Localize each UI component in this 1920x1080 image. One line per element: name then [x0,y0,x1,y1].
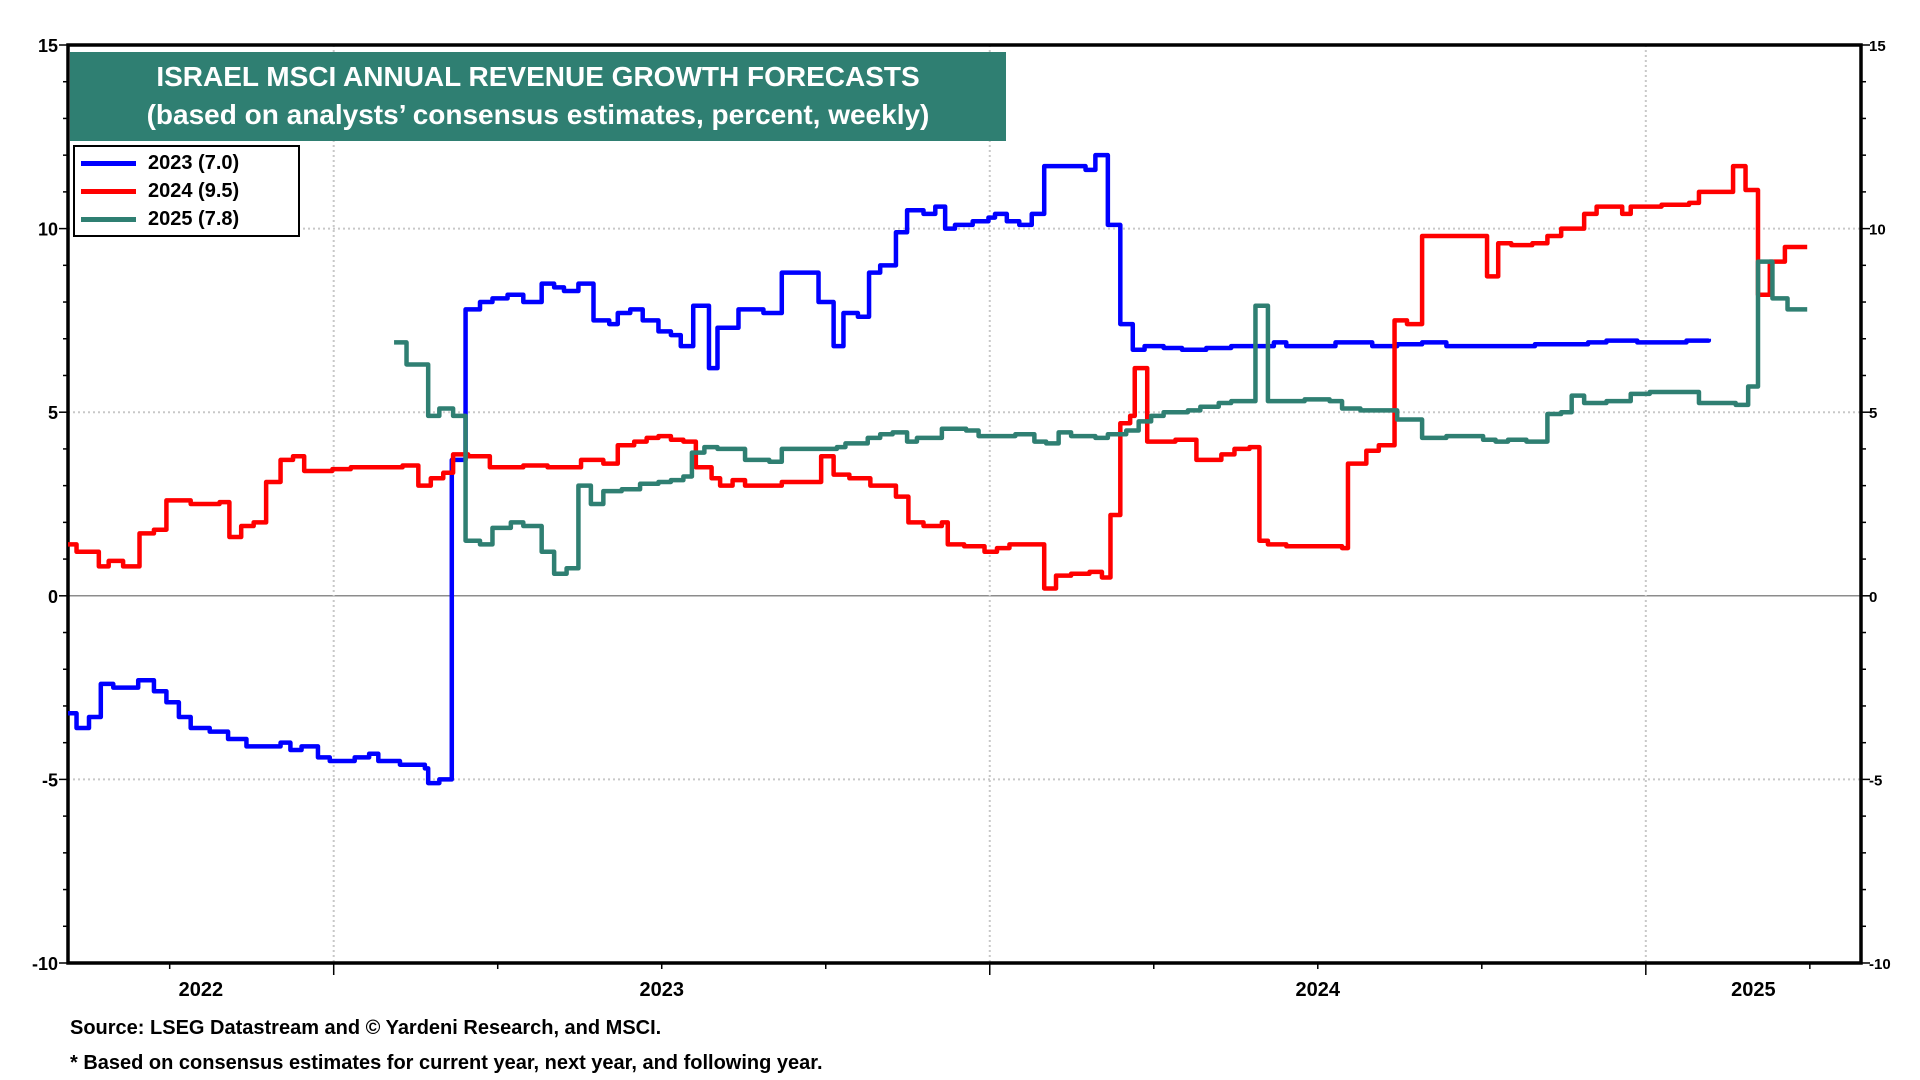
legend-label: 2025 (7.8) [148,207,240,230]
y-tick-label-right: 15 [1869,38,1886,55]
plot-frame [66,43,1863,965]
chart-subtitle: (based on analysts’ consensus estimates,… [146,99,930,130]
legend-label: 2023 (7.0) [148,151,240,174]
y-tick-label-right: 0 [1869,589,1877,606]
legend-label: 2024 (9.5) [148,179,240,202]
y-tick-label-right: 10 [1869,222,1886,239]
y-tick-label-left: -5 [42,770,58,790]
legend-item: 2025 (7.8) [81,205,298,233]
legend-swatch-2024 [81,188,136,194]
series-line-2025 [394,259,1808,577]
y-tick-label-right: 5 [1869,405,1877,422]
y-tick-label-left: 5 [48,403,58,423]
series-group [68,152,1808,786]
chart-title: ISRAEL MSCI ANNUAL REVENUE GROWTH FORECA… [156,61,920,92]
x-tick-label: 2024 [1296,979,1341,1001]
y-tick-label-left: 0 [48,587,58,607]
y-tick-label-right: -5 [1869,772,1882,789]
legend: 2023 (7.0) 2024 (9.5) 2025 (7.8) [73,145,300,237]
y-tick-label-left: -10 [32,954,58,974]
legend-item: 2023 (7.0) [81,149,298,177]
legend-item: 2024 (9.5) [81,177,298,205]
y-tick-label-left: 10 [38,220,58,240]
x-tick-label: 2023 [639,979,684,1001]
x-tick-label: 2022 [179,979,224,1001]
legend-swatch-2023 [81,160,136,166]
y-tick-label-right: -10 [1869,956,1891,973]
x-tick-label: 2025 [1731,979,1776,1001]
series-line-2023 [68,152,1712,786]
legend-swatch-2025 [81,216,136,222]
gridlines [68,45,1861,963]
axes [59,43,1870,975]
chart-title-box: ISRAEL MSCI ANNUAL REVENUE GROWTH FORECA… [70,52,1006,141]
footnote: * Based on consensus estimates for curre… [70,1052,823,1074]
series-line-2024 [68,163,1808,591]
y-tick-label-left: 15 [38,36,58,56]
tick-labels: 15 15 10 10 5 5 0 0 -5 -5 -10 -10 2022 2023 2024 2025 [32,36,1891,1001]
source-note: Source: LSEG Datastream and © Yardeni Re… [70,1017,662,1039]
